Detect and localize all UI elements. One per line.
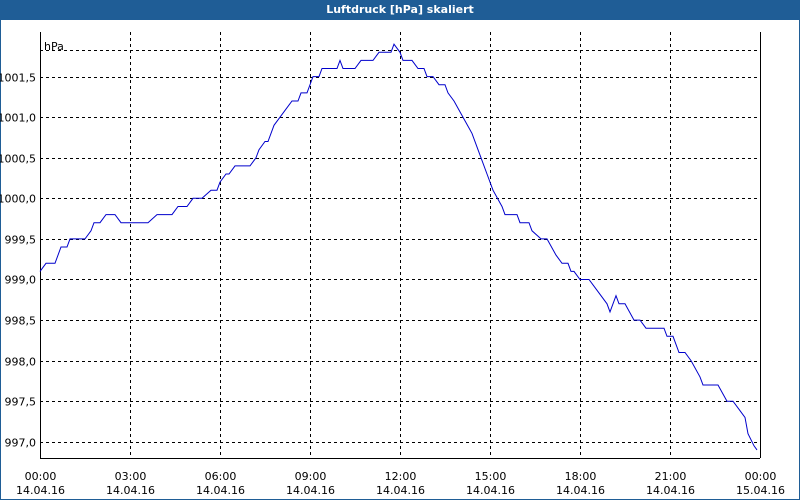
- y-tick-label: 998,5: [5, 315, 37, 328]
- y-tick-label: 1001,0: [0, 112, 36, 125]
- y-tick-labels: 997,0 997,5 998,0 998,5 999,0 999,5 1000,0 1000…: [0, 72, 36, 450]
- y-tick-label: 997,0: [5, 437, 37, 450]
- x-tick-date-label: 14.04.16: [376, 484, 425, 497]
- y-tick-label: 1000,5: [0, 153, 36, 166]
- x-tick-time-label: 12:00: [385, 470, 417, 483]
- x-tick-date-label: 14.04.16: [466, 484, 515, 497]
- x-tick-time-label: 06:00: [205, 470, 237, 483]
- x-tick-time-label: 09:00: [295, 470, 327, 483]
- x-tick-labels: 00:0014.04.1603:0014.04.1606:0014.04.160…: [16, 470, 785, 497]
- y-tick-label: 997,5: [5, 396, 37, 409]
- x-tick-time-label: 15:00: [475, 470, 507, 483]
- x-tick-time-label: 03:00: [115, 470, 147, 483]
- y-tick-label: 999,5: [5, 234, 37, 247]
- pressure-series-line: [39, 43, 758, 451]
- grid-lines: [40, 32, 760, 458]
- y-tick-label: 999,0: [5, 274, 37, 287]
- x-tick-time-label: 21:00: [655, 470, 687, 483]
- x-tick-time-label: 00:00: [745, 470, 777, 483]
- x-tick-date-label: 14.04.16: [196, 484, 245, 497]
- x-tick-time-label: 18:00: [565, 470, 597, 483]
- y-tick-label: 1001,5: [0, 72, 36, 85]
- x-tick-time-label: 00:00: [25, 470, 57, 483]
- x-tick-date-label: 15.04.16: [736, 484, 785, 497]
- x-tick-date-label: 14.04.16: [106, 484, 155, 497]
- y-tick-label: 998,0: [5, 356, 37, 369]
- x-tick-date-label: 14.04.16: [16, 484, 65, 497]
- x-tick-date-label: 14.04.16: [646, 484, 695, 497]
- y-axis-unit-label: hPa: [44, 40, 64, 53]
- x-tick-date-label: 14.04.16: [286, 484, 335, 497]
- x-tick-date-label: 14.04.16: [556, 484, 605, 497]
- series-group: [39, 43, 758, 451]
- y-tick-label: 1000,0: [0, 193, 36, 206]
- plot-border: [40, 32, 761, 459]
- window-title: Luftdruck [hPa] skaliert: [0, 0, 800, 20]
